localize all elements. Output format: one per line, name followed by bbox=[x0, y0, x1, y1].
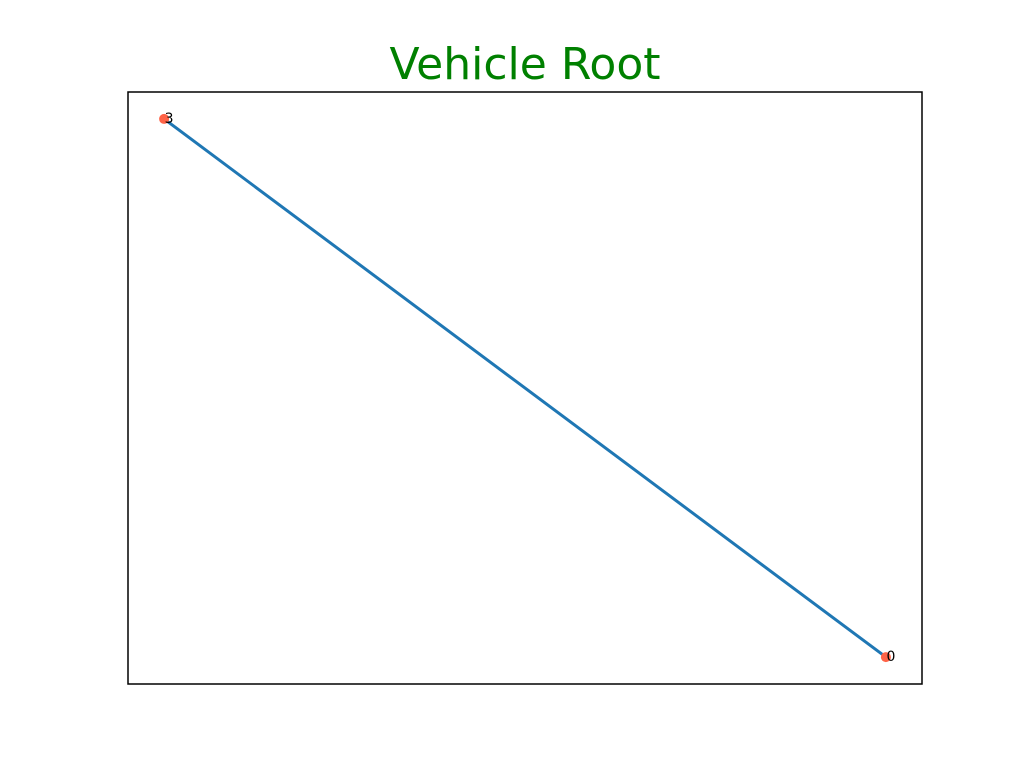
nodes-layer bbox=[159, 113, 891, 663]
node-point-3 bbox=[159, 113, 170, 124]
edge-3-0 bbox=[162, 117, 888, 659]
labels-layer: 30 bbox=[165, 111, 896, 665]
edges-layer bbox=[162, 117, 888, 659]
node-label-3: 3 bbox=[165, 111, 174, 127]
chart-title: Vehicle Root bbox=[389, 39, 660, 90]
node-label-0: 0 bbox=[886, 649, 895, 665]
node-point-0 bbox=[880, 652, 891, 663]
plot-frame bbox=[127, 91, 923, 685]
